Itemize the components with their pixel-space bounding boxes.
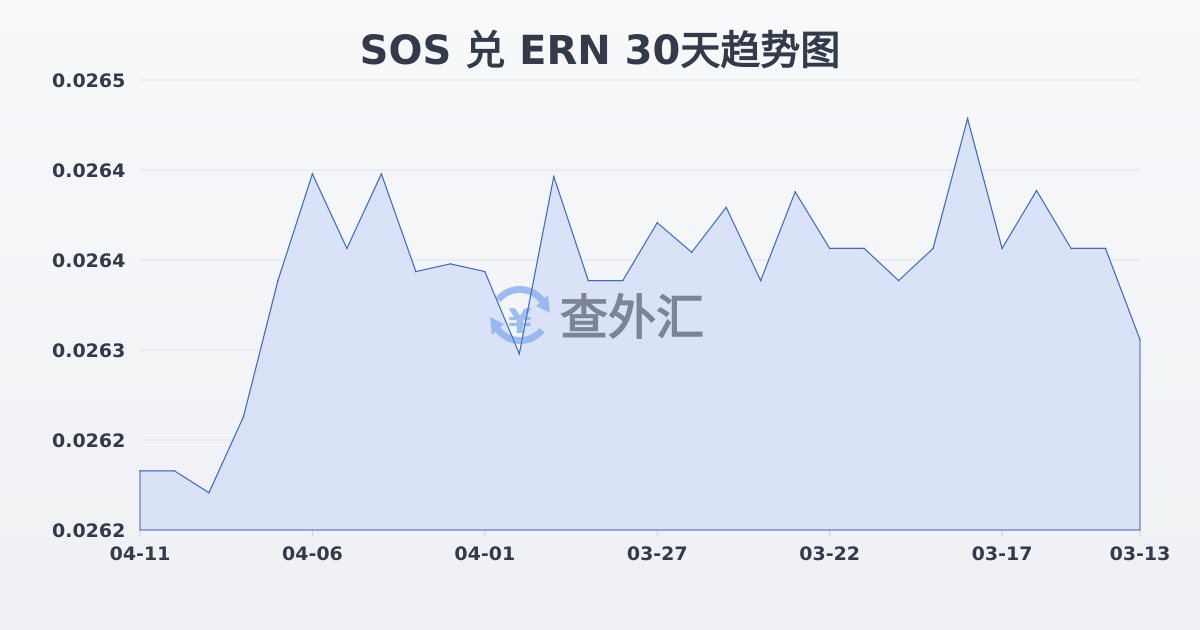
x-tick-label: 03-22 <box>799 543 860 565</box>
data-point <box>346 247 348 250</box>
data-point <box>484 270 486 273</box>
data-point <box>1001 247 1003 250</box>
chart-title: SOS 兑 ERN 30天趋势图 <box>359 28 841 74</box>
data-point <box>587 279 590 282</box>
y-tick-label: 0.0265 <box>52 70 125 92</box>
data-point <box>759 279 762 282</box>
x-tick-label: 03-13 <box>1110 543 1171 565</box>
y-tick-label: 0.0262 <box>52 520 125 542</box>
data-point <box>725 206 728 209</box>
data-point <box>621 279 624 282</box>
data-point <box>1104 247 1107 250</box>
data-point <box>449 263 452 265</box>
y-tick-label: 0.0264 <box>52 250 125 272</box>
data-point <box>656 221 659 224</box>
data-point <box>380 173 383 175</box>
data-point <box>828 247 831 250</box>
data-point <box>139 470 141 472</box>
data-point <box>311 173 314 175</box>
data-point <box>932 247 934 250</box>
data-point <box>173 470 176 472</box>
data-point <box>863 247 865 250</box>
x-tick-label: 04-06 <box>282 543 343 565</box>
y-tick-label: 0.0263 <box>52 340 125 362</box>
data-point <box>277 279 279 282</box>
data-point <box>966 117 969 120</box>
y-tick-label: 0.0262 <box>52 430 125 452</box>
data-point <box>690 251 693 254</box>
data-point <box>552 175 555 178</box>
data-point <box>415 270 417 273</box>
x-tick-label: 04-11 <box>110 543 171 565</box>
data-point <box>897 279 900 282</box>
data-point <box>794 191 796 193</box>
data-point <box>1035 189 1038 192</box>
data-point <box>1139 338 1141 341</box>
series-line <box>140 116 1141 494</box>
data-point <box>1070 247 1072 250</box>
data-point <box>518 353 521 355</box>
x-tick-label: 03-17 <box>972 543 1033 565</box>
data-point <box>208 491 210 494</box>
data-point <box>242 416 245 418</box>
x-tick-label: 04-01 <box>454 543 515 565</box>
y-tick-label: 0.0264 <box>52 160 125 182</box>
x-tick-label: 03-27 <box>627 543 688 565</box>
watermark-text: 查外汇 <box>560 290 704 346</box>
